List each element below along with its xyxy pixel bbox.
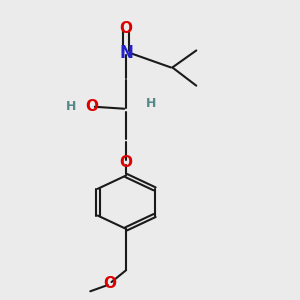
Text: O: O (120, 154, 133, 169)
Text: O: O (120, 21, 133, 36)
Text: O: O (85, 99, 98, 114)
Text: N: N (119, 44, 133, 62)
Text: H: H (146, 98, 157, 110)
Text: O: O (103, 276, 116, 291)
Text: H: H (66, 100, 77, 113)
